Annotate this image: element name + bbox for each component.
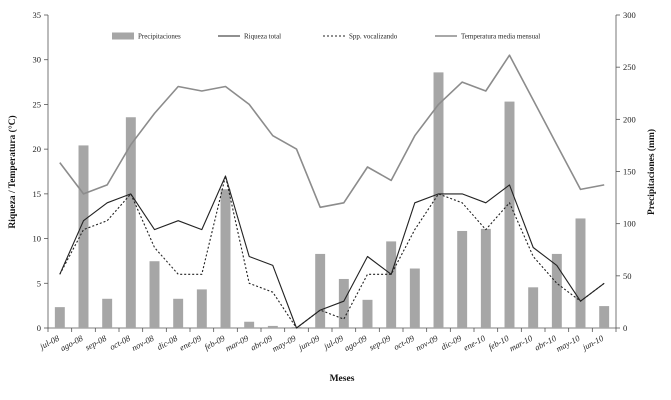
y-right-tick-label: 150 — [623, 167, 636, 177]
y-right-tick-label: 0 — [623, 323, 627, 333]
legend-label: Riqueza total — [244, 33, 281, 41]
x-tick-label: ago-08 — [58, 333, 85, 353]
axes-group: 05101520253035050100150200250300jul-08ag… — [33, 10, 636, 354]
precip-bar — [315, 253, 326, 328]
precip-bar — [551, 253, 562, 328]
precip-bar — [575, 218, 586, 328]
precip-bar — [244, 321, 255, 328]
precip-bar — [149, 261, 160, 328]
x-tick-label: jul-09 — [321, 333, 345, 352]
precip-bar — [362, 299, 373, 328]
precip-bar — [267, 325, 278, 328]
y-left-tick-label: 35 — [33, 10, 42, 20]
y-left-tick-label: 5 — [37, 278, 41, 288]
x-tick-label: mar-10 — [507, 333, 534, 354]
series-line-temperatura-media-mensual — [59, 54, 605, 209]
legend-label: Precipitaciones — [138, 33, 181, 41]
legend-label: Temperatura media mensual — [461, 33, 540, 41]
series-line-riqueza-total — [59, 175, 605, 329]
x-tick-label: nov-09 — [414, 333, 440, 353]
x-tick-label: abr-10 — [533, 333, 559, 353]
y-left-tick-label: 0 — [37, 323, 41, 333]
y-right-tick-label: 300 — [623, 10, 636, 20]
x-tick-label: nov-08 — [130, 333, 156, 353]
precip-bar — [504, 101, 515, 328]
x-tick-label: mar-09 — [223, 333, 250, 354]
precip-bar — [173, 298, 184, 328]
x-axis-title: Meses — [330, 374, 355, 384]
y-axis-right-title: Precipitaciones (mm) — [646, 129, 657, 215]
y-right-tick-label: 250 — [623, 62, 636, 72]
precip-bar — [433, 72, 444, 328]
x-tick-label: may-10 — [554, 333, 582, 354]
x-tick-label: jun-09 — [296, 333, 322, 353]
x-tick-label: may-09 — [270, 333, 298, 354]
x-tick-label: ene-09 — [178, 333, 204, 353]
x-tick-label: jun-10 — [580, 333, 606, 353]
precip-bar — [409, 268, 420, 328]
x-tick-label: oct-08 — [108, 333, 133, 352]
x-tick-label: oct-09 — [392, 333, 417, 352]
precip-bar — [457, 230, 468, 328]
bars-group — [54, 72, 610, 328]
x-tick-label: abr-09 — [249, 333, 275, 353]
precip-bar — [78, 145, 89, 328]
legend-group: Precipitaciones Riqueza total Spp. vocaliz… — [112, 32, 540, 41]
precip-bar — [338, 278, 349, 328]
precip-bar — [125, 117, 136, 328]
x-tick-label: feb-09 — [203, 333, 228, 352]
precip-bar — [196, 289, 207, 328]
y-left-tick-label: 15 — [33, 189, 42, 199]
x-tick-label: dic-09 — [439, 333, 464, 352]
x-tick-label: ene-10 — [462, 333, 488, 353]
precip-bar — [480, 228, 491, 328]
legend-label: Spp. vocalizando — [349, 33, 398, 41]
y-left-tick-label: 30 — [33, 55, 42, 65]
lines-group — [59, 54, 605, 329]
y-left-tick-label: 25 — [33, 99, 42, 109]
y-right-tick-label: 50 — [623, 271, 632, 281]
x-tick-label: ago-09 — [342, 333, 369, 353]
x-tick-label: dic-08 — [155, 333, 180, 352]
y-right-tick-label: 200 — [623, 114, 636, 124]
precip-bar — [220, 189, 231, 328]
y-left-tick-label: 10 — [33, 234, 42, 244]
precip-bar — [528, 287, 539, 328]
y-right-tick-label: 100 — [623, 219, 636, 229]
legend-swatch-bar — [112, 32, 134, 40]
x-tick-label: jul-08 — [37, 333, 61, 352]
precip-bar — [54, 307, 65, 328]
x-tick-label: sep-08 — [83, 333, 108, 353]
precip-bar — [386, 241, 397, 328]
y-left-tick-label: 20 — [33, 144, 42, 154]
precip-bar — [102, 298, 113, 328]
x-tick-label: feb-10 — [487, 333, 512, 352]
y-axis-left-title: Riqueza / Temperatura (°C) — [7, 115, 18, 228]
x-tick-label: sep-09 — [367, 333, 392, 353]
precip-bar — [599, 306, 610, 328]
series-line-spp-vocalizando — [59, 175, 605, 329]
